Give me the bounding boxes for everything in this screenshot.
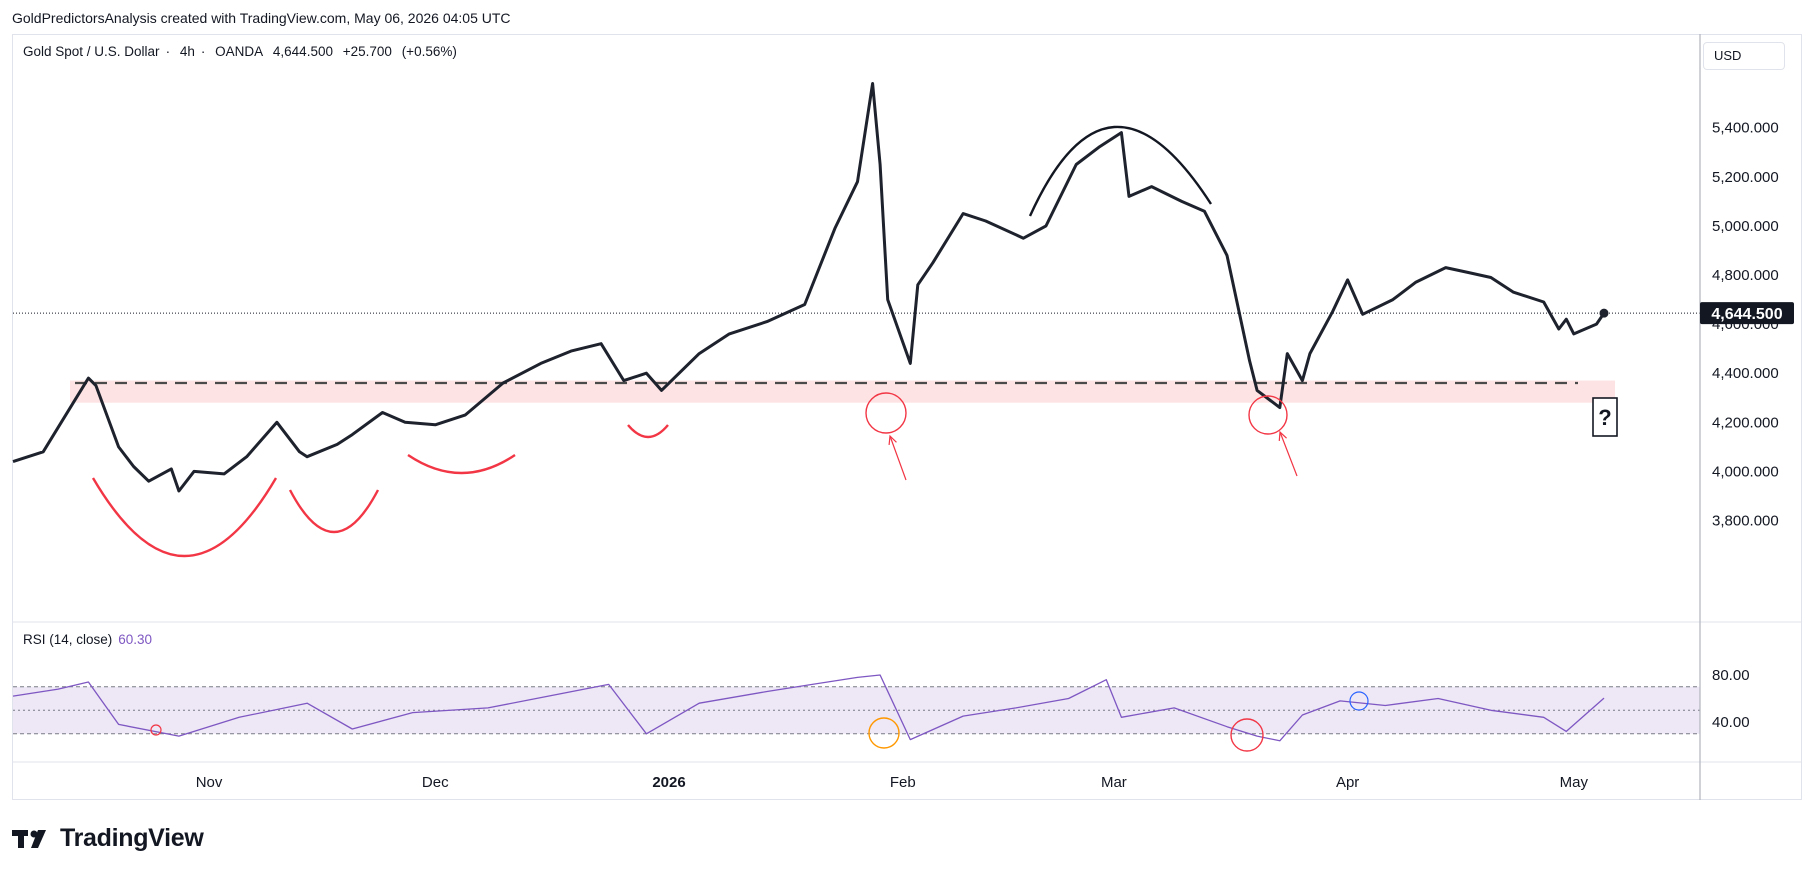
last-price-dot bbox=[1599, 308, 1609, 318]
question-marker: ? bbox=[1592, 397, 1618, 437]
arrow-1 bbox=[888, 434, 907, 481]
arrow-2-shaft bbox=[1279, 431, 1298, 477]
price-tick-label: 5,000.000 bbox=[1712, 218, 1779, 235]
brand-name: TradingView bbox=[60, 824, 204, 852]
rsi-circle-blue bbox=[1349, 691, 1369, 711]
arrow-1-shaft bbox=[889, 435, 907, 481]
time-tick-label: Nov bbox=[196, 774, 223, 791]
support-circle-2 bbox=[1248, 395, 1288, 435]
last-price-badge: 4,644.500 bbox=[1700, 302, 1794, 325]
question-mark-text: ? bbox=[1598, 405, 1611, 430]
support-zone bbox=[70, 380, 1615, 403]
cup-arc-3 bbox=[407, 454, 516, 475]
chart-attribution: GoldPredictorsAnalysis created with Trad… bbox=[12, 10, 511, 26]
cup-arc-4 bbox=[627, 424, 669, 439]
time-tick-label: 2026 bbox=[652, 774, 685, 791]
rsi-line-series bbox=[12, 674, 1605, 742]
price-change-percent: (+0.56%) bbox=[401, 44, 457, 59]
exchange-label: OANDA bbox=[215, 44, 264, 59]
rsi-circle-red-small bbox=[150, 724, 162, 736]
last-price-value: 4,644.500 bbox=[272, 44, 333, 59]
dome-arc bbox=[1028, 125, 1213, 217]
price-tick-label: 4,200.000 bbox=[1712, 414, 1779, 431]
rsi-tick-label: 40.00 bbox=[1712, 714, 1750, 731]
last-price-badge-bg bbox=[1700, 302, 1794, 325]
rsi-value: 60.30 bbox=[118, 632, 153, 647]
question-box bbox=[1592, 397, 1618, 437]
currency-button[interactable]: USD bbox=[1703, 42, 1785, 70]
arrow-2-head bbox=[1278, 430, 1287, 442]
rsi-tick-label: 80.00 bbox=[1712, 667, 1750, 684]
rsi-label: RSI (14, close) bbox=[23, 632, 113, 647]
brand[interactable]: TradingView bbox=[12, 824, 204, 853]
last-price-badge-text: 4,644.500 bbox=[1711, 306, 1782, 323]
price-tick-label: 5,400.000 bbox=[1712, 120, 1779, 137]
price-tick-label: 4,800.000 bbox=[1712, 267, 1779, 284]
symbol-name: Gold Spot / U.S. Dollar bbox=[23, 44, 160, 59]
price-tick-label: 4,000.000 bbox=[1712, 463, 1779, 480]
axes: 3,800.000 4,000.000 4,200.000 4,400.000 4,80… bbox=[13, 34, 1802, 800]
price-tick-label: 4,400.000 bbox=[1712, 365, 1779, 382]
rsi-band bbox=[13, 686, 1700, 734]
time-tick-label: Dec bbox=[422, 774, 449, 791]
rsi-legend[interactable]: RSI (14, close) 60.30 bbox=[23, 632, 152, 647]
time-tick-label: Apr bbox=[1336, 774, 1359, 791]
time-tick-label: Mar bbox=[1101, 774, 1127, 791]
rsi-circle-red bbox=[1230, 718, 1264, 752]
tradingview-logo-icon bbox=[12, 829, 46, 848]
interval-label: 4h bbox=[179, 44, 195, 59]
chart-frame bbox=[12, 34, 1802, 800]
symbol-legend[interactable]: Gold Spot / U.S. Dollar · 4h · OANDA 4,644… bbox=[23, 44, 457, 59]
arrow-1-head bbox=[888, 434, 897, 446]
price-tick-label: 5,200.000 bbox=[1712, 169, 1779, 186]
price-change: +25.700 bbox=[342, 44, 392, 59]
cup-arc-1 bbox=[91, 477, 278, 558]
cup-arc-2 bbox=[288, 489, 380, 533]
time-tick-label: May bbox=[1560, 774, 1589, 791]
time-tick-label: Feb bbox=[890, 774, 916, 791]
price-tick-label: 3,800.000 bbox=[1712, 513, 1779, 530]
rsi-circle-orange bbox=[868, 717, 900, 749]
rsi-pane[interactable] bbox=[12, 674, 1700, 752]
price-line-series bbox=[12, 82, 1606, 493]
support-circle-1 bbox=[865, 392, 907, 434]
arrow-2 bbox=[1278, 430, 1298, 477]
price-pane[interactable]: ? bbox=[12, 82, 1700, 558]
